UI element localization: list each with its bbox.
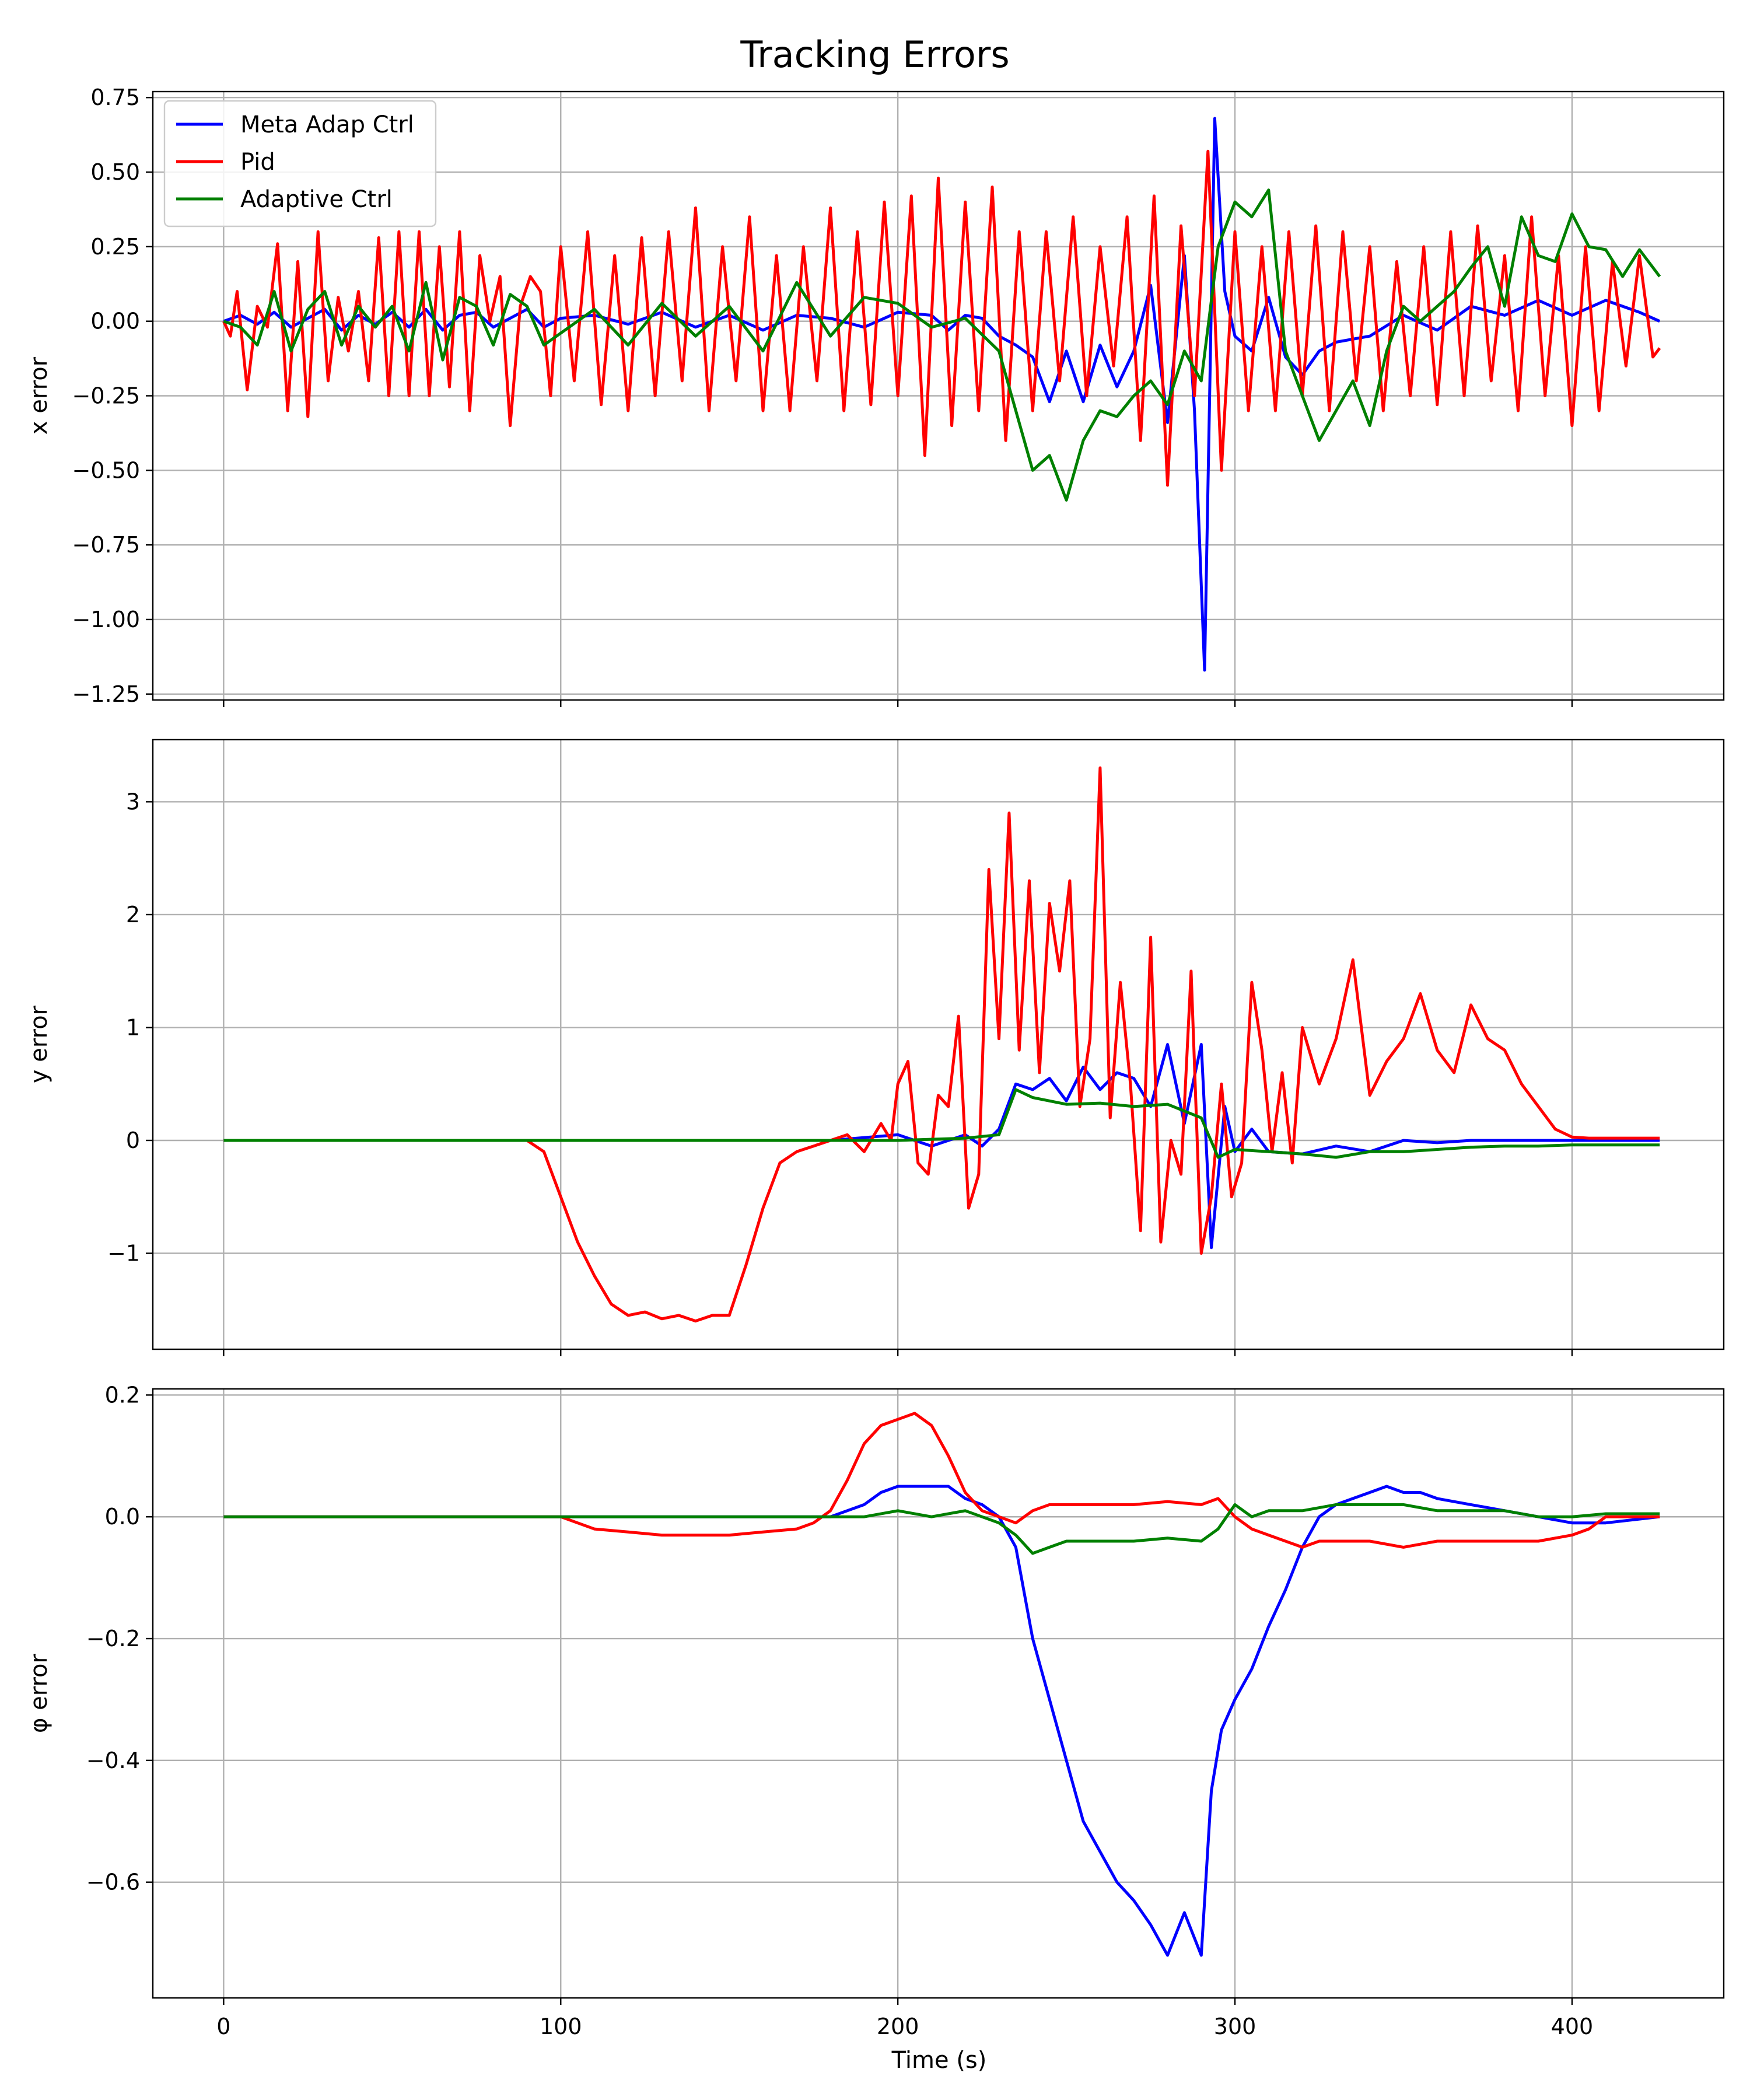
x-tick-label: 300 <box>1214 2014 1256 2039</box>
y-tick-label: −0.2 <box>86 1626 140 1651</box>
legend-label-adaptive-ctrl: Adaptive Ctrl <box>240 186 393 213</box>
y-tick-label: 0 <box>126 1128 140 1153</box>
series-line-meta-adap-ctrl <box>223 1485 1660 1957</box>
axes-frame <box>152 1388 1725 1999</box>
y-tick-label: 1 <box>126 1014 140 1040</box>
series-line-adaptive-ctrl <box>223 188 1661 502</box>
y-tick-label: 2 <box>126 902 140 928</box>
y-tick-label: −1 <box>107 1241 140 1266</box>
axes-frame <box>152 90 1725 701</box>
x-tick-label: 0 <box>216 2014 230 2039</box>
y-axis-label: x error <box>26 356 52 435</box>
phi-error-panel: 0 100 200 300 400 −0.6 −0.4 −0.2 0.0 0.2 φ error <box>26 1382 1725 2039</box>
y-tick-label: −0.50 <box>72 457 140 483</box>
y-tick-label: −0.25 <box>72 383 140 409</box>
y-error-panel: −1 0 1 2 3 y error <box>26 738 1725 1356</box>
y-tick-label: −1.00 <box>72 607 140 632</box>
legend-label-meta-adap-ctrl: Meta Adap Ctrl <box>240 111 414 138</box>
x-axis-label: Time (s) <box>891 2047 987 2074</box>
series-line-adaptive-ctrl <box>223 1503 1660 1555</box>
legend-box <box>163 100 437 228</box>
y-tick-label: 0.50 <box>90 159 140 185</box>
y-tick-label: 0.2 <box>105 1382 140 1408</box>
y-axis-label: φ error <box>26 1653 52 1732</box>
y-tick-label: 0.75 <box>90 85 140 110</box>
y-tick-label: −0.6 <box>86 1870 140 1895</box>
x-tick-label: 400 <box>1551 2014 1594 2039</box>
y-tick-label: −1.25 <box>72 681 140 707</box>
legend: Meta Adap Ctrl Pid Adaptive Ctrl <box>163 100 437 228</box>
series-line-adaptive-ctrl <box>223 1088 1660 1159</box>
series-line-pid <box>223 1412 1660 1549</box>
x-error-panel: −1.25 −1.00 −0.75 −0.50 −0.25 0.00 0.25 0.50 0.7… <box>26 85 1725 707</box>
y-tick-label: 0.0 <box>105 1504 140 1530</box>
series-line-pid <box>223 766 1660 1323</box>
figure-title: Tracking Errors <box>740 33 1009 76</box>
x-tick-label: 200 <box>877 2014 919 2039</box>
legend-label-pid: Pid <box>240 149 275 176</box>
y-axis-label: y error <box>26 1005 52 1083</box>
y-tick-label: 0.00 <box>90 309 140 334</box>
y-tick-label: −0.75 <box>72 532 140 558</box>
y-tick-label: −0.4 <box>86 1748 140 1773</box>
axes-frame <box>152 738 1725 1350</box>
y-tick-label: 0.25 <box>90 234 140 260</box>
y-tick-label: 3 <box>126 789 140 814</box>
x-tick-label: 100 <box>540 2014 582 2039</box>
